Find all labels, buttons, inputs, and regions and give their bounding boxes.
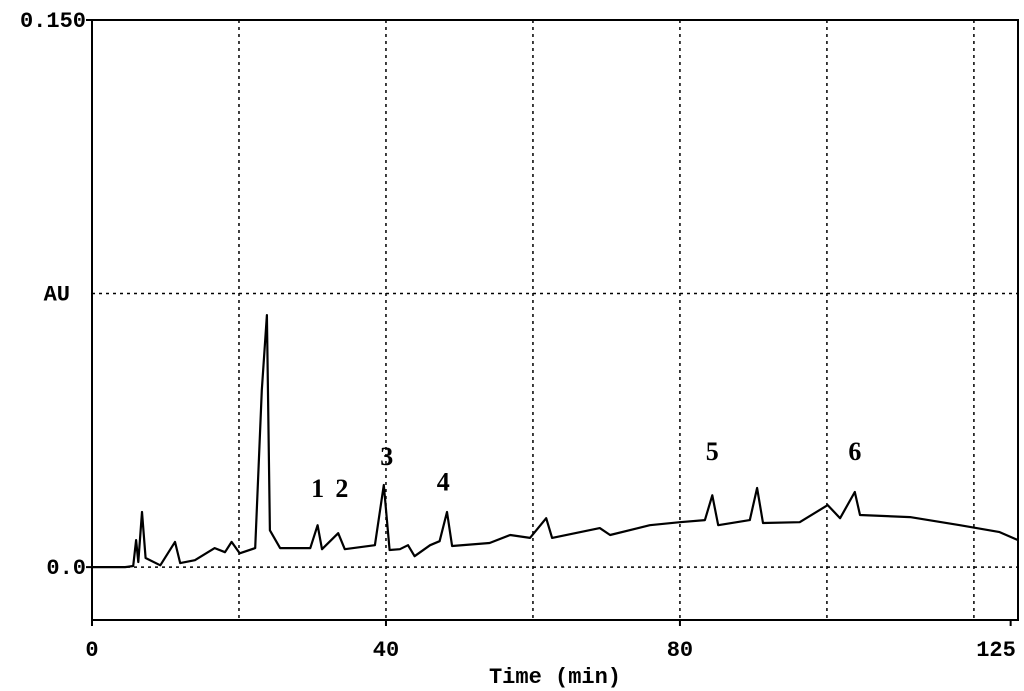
trace-line [92,314,1019,569]
y-tick-label: 0.150 [20,9,86,34]
x-tick-label: 40 [373,638,399,663]
peak-label: 3 [380,442,393,471]
peak-label: 6 [848,437,861,466]
x-axis-label: Time (min) [489,665,621,690]
peak-label: 1 [311,474,324,503]
y-axis-label: AU [44,283,70,308]
y-tick-label: 0.0 [46,556,86,581]
peak-label: 4 [437,468,450,497]
peak-label: 2 [335,474,348,503]
peak-label: 5 [706,437,719,466]
plot-frame [91,19,1019,621]
x-tick-label: 0 [85,638,98,663]
x-tick-label: 125 [976,638,1016,663]
x-tick-label: 80 [667,638,693,663]
